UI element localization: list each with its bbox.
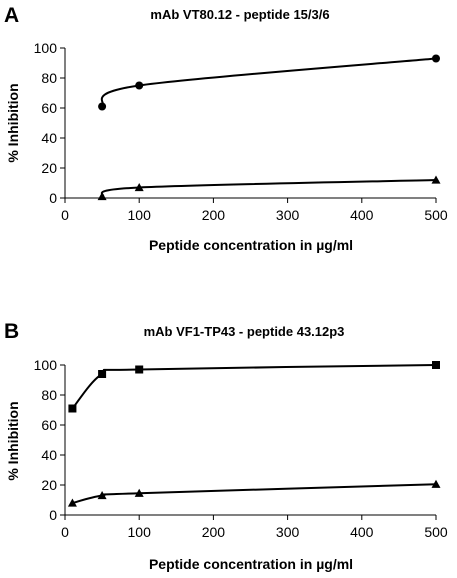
panel-b-y-tick-label: 60 [41, 417, 57, 433]
panel-a-series-1-line [100, 57, 437, 108]
panel-b-x-tick-label: 400 [350, 524, 374, 540]
panel-b-x-tick-label: 0 [61, 524, 69, 540]
panel-b-x-tick-label: 100 [128, 524, 152, 540]
panel-b-y-tick-label: 20 [41, 477, 57, 493]
panel-b-plot: 0 20 40 60 80 100 0 100 200 300 400 500 [34, 357, 448, 540]
panel-b-x-tick-label: 500 [424, 524, 448, 540]
panel-a-x-tick-label: 200 [202, 207, 226, 223]
panel-b-series-2-point [431, 479, 441, 488]
panel-a-x-tick-label: 300 [276, 207, 300, 223]
panel-b-series-1-point [68, 404, 77, 413]
panel-a-title: mAb VT80.12 - peptide 15/3/6 [150, 7, 329, 22]
panel-b-series-2-point [134, 488, 144, 497]
panel-a-series-1-point [432, 54, 440, 63]
panel-a-label: A [4, 4, 19, 27]
panel-b-y-tick-label: 0 [49, 507, 57, 523]
panel-b-y-tick-label: 80 [41, 387, 57, 403]
panel-a-y-tick-label: 80 [41, 70, 57, 86]
panel-b-title: mAb VF1-TP43 - peptide 43.12p3 [144, 324, 345, 339]
panel-b-series-2-point [97, 491, 107, 500]
panel-a-ylabel: % Inhibition [5, 83, 21, 162]
panel-a-y-tick-label: 100 [34, 40, 58, 56]
panel-b-series-1-line [71, 364, 437, 410]
panel-a-x-tick-label: 400 [350, 207, 374, 223]
panel-a-y-tick-label: 0 [49, 190, 57, 206]
panel-a-series-2-point [134, 183, 144, 192]
panel-b-x-tick-label: 300 [276, 524, 300, 540]
panel-a-y-tick-label: 60 [41, 100, 57, 116]
panel-b-series-2-line [72, 483, 437, 504]
panel-b-ylabel: % Inhibition [5, 401, 21, 480]
panel-b-y-tick-label: 100 [34, 357, 58, 373]
panel-a-series-1-point [135, 81, 144, 90]
panel-a-x-tick-label: 100 [128, 207, 152, 223]
panel-b-series-2-point [67, 498, 77, 507]
panel-a-y-tick-label: 20 [41, 160, 57, 176]
panel-a-series-2-line [100, 179, 437, 198]
panel-a-x-tick-label: 500 [424, 207, 448, 223]
panel-a-x-tick-label: 0 [61, 207, 69, 223]
panel-b-series-1-point [98, 370, 107, 378]
panel-b-y-tick-label: 40 [41, 447, 57, 463]
panel-a-plot: 0 20 40 60 80 100 0 100 200 300 400 500 [34, 40, 448, 223]
panel-a-xlabel: Peptide concentration in µg/ml [149, 237, 353, 253]
panel-b-xlabel: Peptide concentration in µg/ml [149, 556, 353, 572]
panel-b-label: B [4, 320, 19, 343]
panel-a-series-2-point [431, 175, 441, 184]
panel-a-series-2-point [97, 192, 107, 201]
panel-a-y-tick-label: 40 [41, 130, 57, 146]
panel-b-series-1-point [135, 365, 144, 374]
panel-b-x-tick-label: 200 [202, 524, 226, 540]
panel-a-series-1-point [98, 102, 107, 111]
panel-b-series-1-point [432, 361, 440, 369]
